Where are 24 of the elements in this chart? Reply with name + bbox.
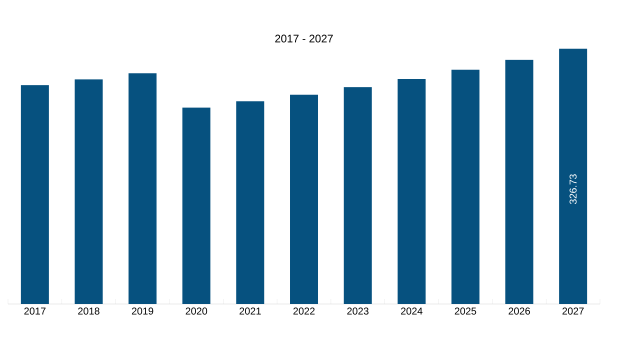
x-tick-label: 2017 bbox=[24, 308, 46, 315]
bar bbox=[451, 70, 480, 304]
x-tick-label: 2026 bbox=[508, 308, 530, 315]
x-tick-label: 2022 bbox=[293, 308, 315, 315]
x-tick-label: 2024 bbox=[401, 308, 422, 315]
bar bbox=[290, 94, 318, 304]
chart-title: 2017 - 2027 bbox=[275, 34, 333, 42]
x-tick-label: 2027 bbox=[562, 308, 584, 315]
x-tick-label: 2019 bbox=[132, 308, 154, 315]
x-tick-label: 2021 bbox=[240, 308, 261, 315]
data-label: 326.73 bbox=[570, 174, 577, 204]
bar bbox=[236, 101, 264, 304]
bar bbox=[20, 85, 49, 304]
bar bbox=[398, 79, 426, 304]
bar bbox=[344, 87, 372, 304]
bar bbox=[182, 108, 210, 304]
bar bbox=[128, 73, 157, 304]
bar bbox=[559, 48, 588, 304]
x-tick-label: 2025 bbox=[454, 308, 476, 315]
x-tick-label: 2018 bbox=[78, 308, 100, 315]
x-tick-label: 2023 bbox=[347, 308, 369, 315]
bar bbox=[74, 79, 103, 304]
x-tick-label: 2020 bbox=[186, 308, 208, 315]
bar bbox=[505, 60, 534, 304]
